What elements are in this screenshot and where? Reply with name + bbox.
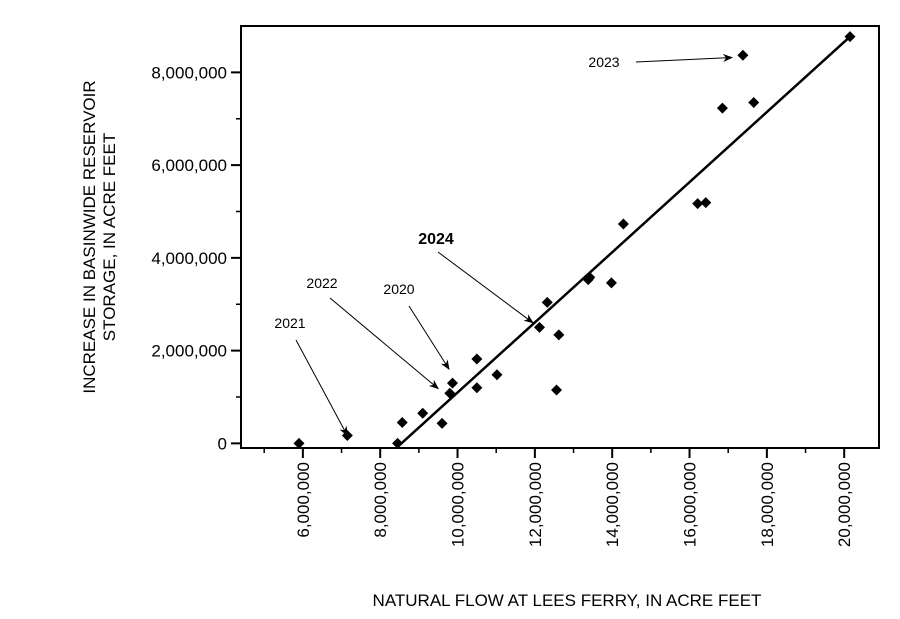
- data-point: [605, 277, 617, 289]
- data-point: [447, 377, 459, 389]
- y-tick-label: 4,000,000: [151, 249, 227, 268]
- data-point: [396, 416, 408, 428]
- annotation-arrow: [329, 297, 439, 390]
- y-axis-title-line2: STORAGE, IN ACRE FEET: [100, 133, 119, 341]
- y-axis-title-line1: INCREASE IN BASINWIDE RESERVOIR: [80, 80, 99, 393]
- data-points: [293, 31, 856, 449]
- annotation-arrow: [408, 305, 450, 371]
- annotation-arrow: [635, 53, 734, 63]
- x-axis: 6,000,000 8,000,000 10,000,000 12,000,000 14…: [263, 448, 854, 547]
- data-point: [491, 369, 503, 381]
- data-point: [553, 329, 565, 341]
- annotation-label: 2024: [418, 231, 454, 248]
- trend-line: [400, 35, 851, 445]
- x-tick-label: 12,000,000: [526, 462, 545, 547]
- data-point: [551, 384, 563, 396]
- x-axis-title: NATURAL FLOW AT LEES FERRY, IN ACRE FEET: [373, 591, 762, 610]
- data-point: [436, 417, 448, 429]
- data-point: [471, 353, 483, 365]
- data-point: [444, 387, 456, 399]
- y-tick-label: 2,000,000: [151, 342, 227, 361]
- data-point: [692, 198, 704, 210]
- x-tick-label: 6,000,000: [294, 462, 313, 538]
- data-point: [700, 197, 712, 209]
- x-tick-label: 10,000,000: [449, 462, 468, 547]
- data-point: [748, 97, 760, 109]
- annotation-arrow: [295, 339, 348, 437]
- x-tick-label: 20,000,000: [835, 462, 854, 547]
- data-point: [417, 407, 429, 419]
- x-tick-label: 8,000,000: [371, 462, 390, 538]
- y-axis: 0 2,000,000 4,000,000 6,000,000 8,000,000: [151, 63, 241, 453]
- data-point: [534, 321, 546, 333]
- data-point: [471, 382, 483, 394]
- data-point: [844, 31, 856, 43]
- annotation-label: 2022: [306, 275, 337, 291]
- data-point: [541, 296, 553, 308]
- y-tick-label: 0: [218, 434, 227, 453]
- annotation-label: 2023: [588, 54, 619, 70]
- x-tick-label: 18,000,000: [758, 462, 777, 547]
- x-tick-label: 16,000,000: [681, 462, 700, 547]
- y-tick-label: 8,000,000: [151, 63, 227, 82]
- data-point: [617, 218, 629, 230]
- annotation-label: 2021: [274, 315, 305, 331]
- data-point: [737, 49, 749, 61]
- data-point: [716, 102, 728, 114]
- data-point: [293, 437, 305, 449]
- annotations: 2021 2022 2020 2024 2023: [274, 53, 734, 437]
- data-point: [584, 271, 596, 283]
- data-point: [392, 437, 404, 449]
- annotation-arrow: [437, 251, 534, 324]
- y-tick-label: 6,000,000: [151, 156, 227, 175]
- annotation-label: 2020: [383, 281, 414, 297]
- x-tick-label: 14,000,000: [603, 462, 622, 547]
- plot-frame: [240, 25, 880, 449]
